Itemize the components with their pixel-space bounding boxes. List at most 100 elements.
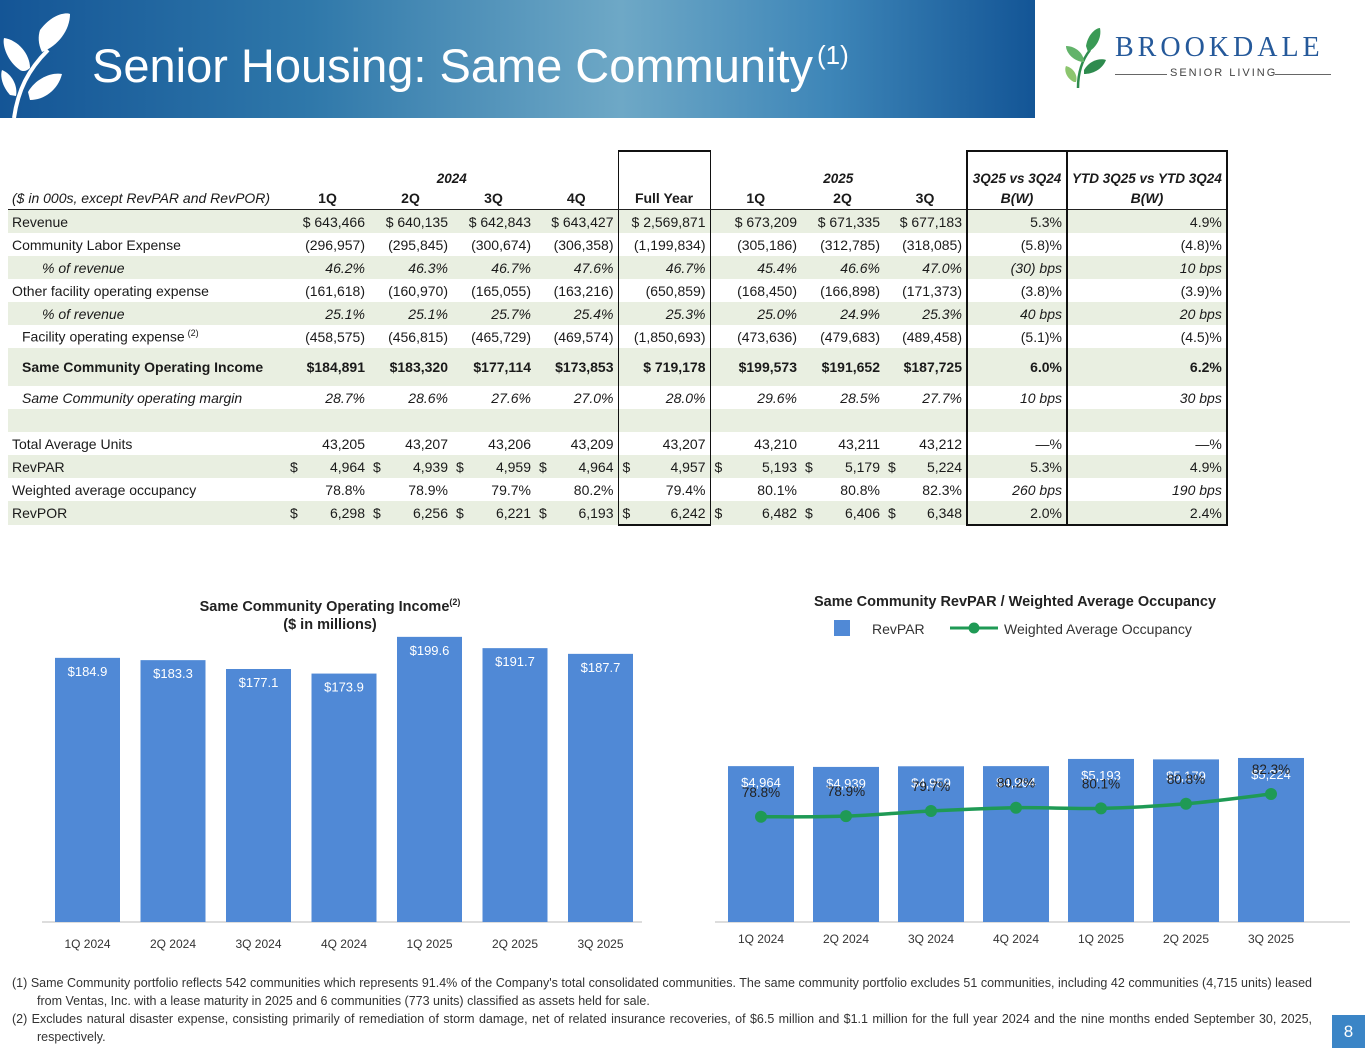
cell-value: 2.4%	[1189, 504, 1222, 521]
cell-value: (163,216)	[553, 282, 614, 299]
table-cell: (163,216)	[535, 279, 618, 302]
row-label: RevPOR	[8, 501, 286, 525]
table-cell: (1,199,834)	[617, 233, 711, 256]
row-label: Same Community Operating Income	[8, 348, 286, 386]
cell-value: (5.1)%	[1020, 328, 1062, 345]
x-tick-label: 3Q 2024	[235, 937, 281, 951]
chart-1-title: Same Community Operating Income(2) ($ in …	[199, 597, 461, 633]
occupancy-point	[1010, 801, 1022, 814]
currency-symbol: $	[714, 458, 723, 475]
logo-name: BROOKDALE	[1115, 32, 1324, 63]
occupancy-value-label: 78.8%	[742, 785, 780, 800]
bar-value-label: $199.6	[410, 643, 450, 658]
table-row: Revenue $ 643,466 $ 640,135 $ 642,843 $ 643,…	[8, 209, 1228, 233]
table-cell: $4,964	[286, 455, 369, 478]
table-cell: $173,853	[535, 348, 618, 386]
cell-value: (168,450)	[737, 282, 797, 299]
x-tick-label: 1Q 2024	[64, 937, 110, 951]
x-tick-label: 1Q 2024	[738, 932, 784, 946]
table-cell: 80.8%	[801, 478, 884, 501]
currency-symbol: $	[290, 505, 298, 521]
cell-value: 6,348	[926, 505, 962, 521]
currency-symbol: $	[622, 458, 631, 475]
cell-value: 6,193	[578, 505, 614, 521]
x-tick-label: 1Q 2025	[1078, 932, 1124, 946]
logo-rule-right	[1275, 74, 1331, 75]
cell-value: $ 642,843	[468, 213, 531, 230]
column-header: 3Q	[884, 186, 967, 210]
table-cell: 25.4%	[535, 302, 618, 325]
cell-value: 5,224	[926, 458, 962, 475]
bar-value-label: $191.7	[495, 654, 535, 669]
table-cell: $5,193	[710, 455, 801, 478]
cell-value: (30) bps	[1010, 259, 1062, 276]
occupancy-point	[925, 804, 937, 817]
table-cell: (456,815)	[369, 325, 452, 348]
occupancy-point	[1180, 797, 1192, 810]
row-label-text: Community Labor Expense	[12, 236, 181, 253]
row-label: % of revenue	[8, 302, 286, 325]
column-header: Full Year	[617, 186, 711, 210]
table-cell: (473,636)	[710, 325, 801, 348]
table-cell: $5,179	[801, 455, 884, 478]
cell-value: 43,206	[488, 435, 531, 452]
cell-value: 28.7%	[325, 389, 365, 406]
cell-value: 6.0%	[1030, 358, 1062, 375]
occupancy-value-label: 82.3%	[1252, 762, 1290, 777]
currency-symbol: $	[888, 458, 896, 475]
cell-value: 5.3%	[1030, 458, 1062, 475]
cell-value: 4,939	[412, 458, 448, 475]
cell-value: (296,957)	[305, 236, 365, 253]
bar-value-label: $5,179	[1166, 768, 1206, 783]
cell-value: 47.0%	[922, 259, 962, 276]
cell-value: (318,085)	[902, 236, 962, 253]
cell-value: (4.8)%	[1180, 236, 1222, 253]
table-cell: $177,114	[452, 348, 535, 386]
occupancy-point	[755, 810, 767, 823]
table-row	[8, 409, 1228, 432]
cell-value: 4,964	[578, 458, 614, 475]
currency-symbol: $	[290, 458, 298, 475]
cell-value: 5,193	[761, 458, 797, 475]
table-cell: 25.0%	[710, 302, 801, 325]
cell-value: (295,845)	[388, 236, 448, 253]
cell-value: (465,729)	[471, 328, 531, 345]
table-cell: 80.2%	[535, 478, 618, 501]
column-header: 1Q	[710, 186, 801, 210]
bar	[1153, 759, 1219, 922]
cell-value: 4,957	[670, 458, 706, 475]
bar	[1238, 757, 1304, 922]
table-row: % of revenue 46.2% 46.3% 46.7% 47.6% 46.7% 45.…	[8, 256, 1228, 279]
row-label: Facility operating expense (2)	[8, 325, 286, 348]
table-cell: 78.9%	[369, 478, 452, 501]
cell-value: 260 bps	[1012, 481, 1062, 498]
cell-value: 25.3%	[922, 305, 962, 322]
currency-symbol: $	[373, 505, 381, 521]
occupancy-point	[1095, 802, 1107, 815]
brookdale-logo: BROOKDALE SENIOR LIVING	[1060, 26, 1340, 96]
table-cell: $ 2,569,871	[617, 209, 711, 233]
table-cell: (5.1)%	[966, 325, 1068, 348]
table-cell: $ 671,335	[801, 209, 884, 233]
bar	[728, 766, 794, 922]
table-cell: 30 bps	[1066, 386, 1228, 409]
logo-rule-left	[1115, 74, 1167, 75]
occupancy-value-label: 80.1%	[1082, 776, 1120, 791]
table-cell: $6,256	[369, 501, 452, 525]
table-cell: $199,573	[710, 348, 801, 386]
table-cell: (3.9)%	[1066, 279, 1228, 302]
cell-value: 2.0%	[1030, 504, 1062, 521]
cell-value: $177,114	[473, 358, 531, 375]
cell-value: (3.9)%	[1180, 282, 1222, 299]
cell-value: 43,210	[754, 435, 797, 452]
leaf-icon	[1, 13, 70, 118]
x-tick-label: 3Q 2025	[1248, 932, 1294, 946]
table-cell: 260 bps	[966, 478, 1068, 501]
year-2024-header: 2024	[436, 171, 467, 186]
cell-value: 27.6%	[491, 389, 531, 406]
page-title: Senior Housing: Same Community (1)	[92, 39, 849, 92]
table-cell: $ 677,183	[884, 209, 967, 233]
cell-value: $173,853	[555, 358, 614, 375]
occupancy-value-label: 79.7%	[912, 779, 950, 794]
cell-value: 4.9%	[1189, 458, 1222, 475]
